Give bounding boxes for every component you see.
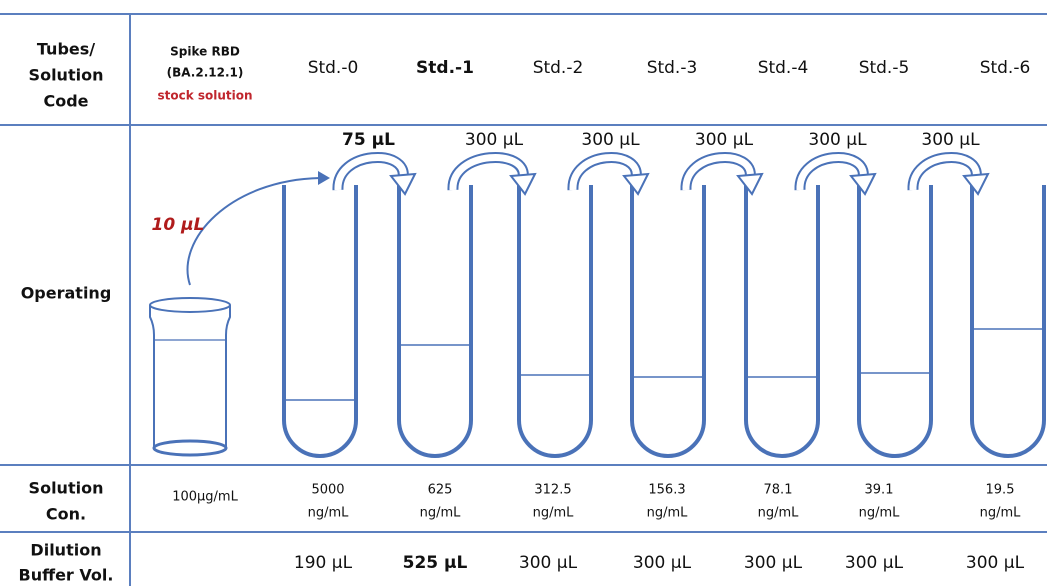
concentration-unit: ng/mL: [980, 506, 1022, 521]
row-label: Operating: [21, 284, 112, 303]
concentration: 19.5: [986, 483, 1015, 498]
tube: [282, 185, 358, 458]
tube: [970, 185, 1046, 458]
transfer-volume: 300 μL: [581, 130, 640, 150]
stock-name: Spike RBD: [170, 45, 240, 59]
transfer-volume: 75 μL: [342, 130, 395, 150]
concentration-unit: ng/mL: [758, 506, 800, 521]
transfer-arrow-head: [736, 172, 764, 196]
stock-concentration: 100μg/mL: [172, 490, 238, 505]
tube: [857, 185, 933, 458]
transfer-arrow-inner: [449, 154, 527, 191]
buffer-volume: 300 μL: [744, 553, 803, 573]
tube: [517, 185, 593, 458]
transfer-arrow-head: [509, 172, 537, 196]
buffer-volume: 300 μL: [519, 553, 578, 573]
transfer-arrow-inner: [796, 154, 867, 191]
row-label: Solution: [29, 479, 104, 498]
transfer-arrow-head: [849, 172, 877, 196]
row-label: Solution: [29, 66, 104, 85]
tube-code: Std.-6: [980, 58, 1031, 78]
tube-code: Std.-4: [758, 58, 809, 78]
transfer-arrow-head: [389, 172, 417, 196]
transfer-arrow-inner: [569, 154, 640, 191]
buffer-volume: 525 μL: [403, 553, 468, 573]
row-label: Buffer Vol.: [19, 566, 114, 585]
transfer-volume: 300 μL: [695, 130, 754, 150]
stock-name: (BA.2.12.1): [167, 66, 244, 80]
tube-code: Std.-0: [308, 58, 359, 78]
stock-jar: [149, 297, 231, 457]
transfer-arrow-head: [962, 172, 990, 196]
tube: [630, 185, 706, 458]
concentration-unit: ng/mL: [420, 506, 462, 521]
concentration: 78.1: [764, 483, 793, 498]
arrow-head: [318, 171, 330, 185]
stock-volume: 10 μL: [152, 215, 205, 235]
transfer-arrow-inner: [334, 154, 407, 191]
tube-code: Std.-1: [416, 58, 474, 78]
tube: [744, 185, 820, 458]
buffer-volume: 300 μL: [845, 553, 904, 573]
row-label: Tubes/: [37, 40, 95, 59]
concentration: 39.1: [865, 483, 894, 498]
transfer-arrow-inner: [682, 154, 754, 191]
transfer-volume: 300 μL: [921, 130, 980, 150]
concentration: 156.3: [648, 483, 685, 498]
tube-code: Std.-3: [647, 58, 698, 78]
concentration-unit: ng/mL: [533, 506, 575, 521]
arrow: [186, 177, 321, 286]
buffer-volume: 300 μL: [966, 553, 1025, 573]
row-label: Code: [43, 92, 88, 111]
tube-code: Std.-5: [859, 58, 910, 78]
tube-code: Std.-2: [533, 58, 584, 78]
tube: [397, 185, 473, 458]
row-label: Con.: [46, 505, 86, 524]
concentration: 625: [428, 483, 453, 498]
buffer-volume: 300 μL: [633, 553, 692, 573]
row-label: Dilution: [30, 541, 101, 560]
concentration: 312.5: [534, 483, 571, 498]
transfer-volume: 300 μL: [808, 130, 867, 150]
concentration-unit: ng/mL: [647, 506, 689, 521]
concentration: 5000: [311, 483, 344, 498]
transfer-arrow-head: [622, 172, 650, 196]
buffer-volume: 190 μL: [294, 553, 353, 573]
transfer-arrow-inner: [909, 154, 980, 191]
concentration-unit: ng/mL: [859, 506, 901, 521]
concentration-unit: ng/mL: [308, 506, 350, 521]
transfer-volume: 300 μL: [465, 130, 524, 150]
stock-note: stock solution: [157, 89, 252, 103]
